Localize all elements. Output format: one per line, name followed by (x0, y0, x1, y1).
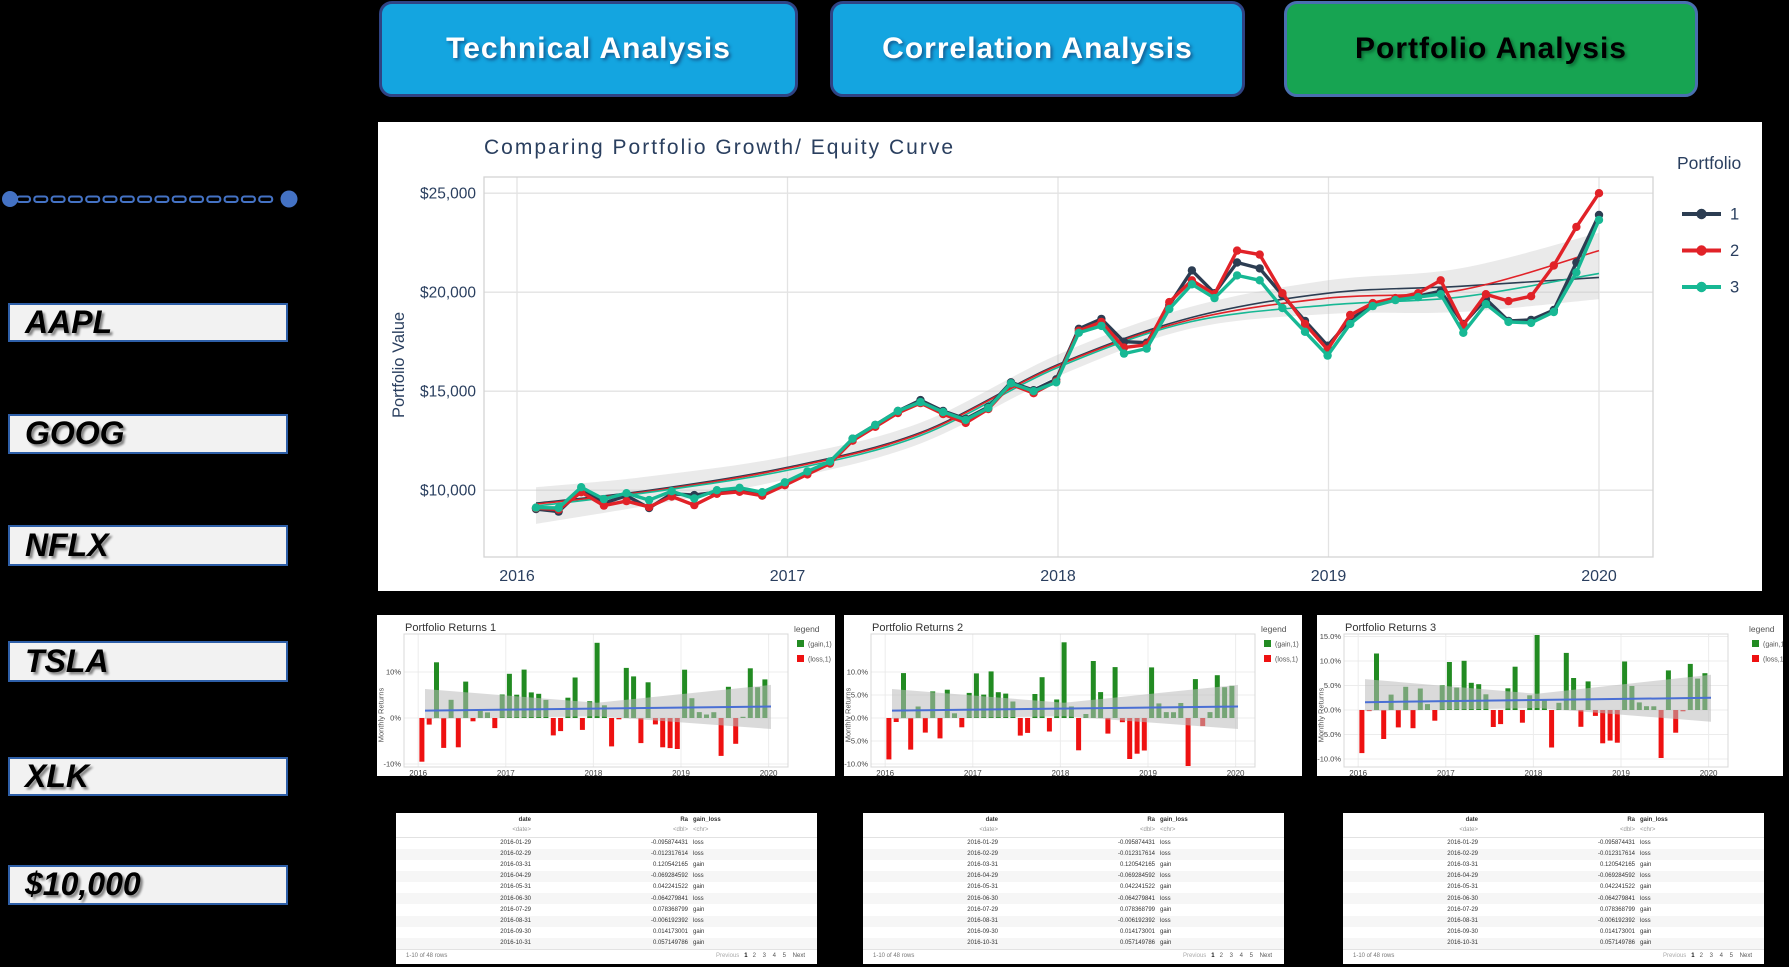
svg-text:(gain,1): (gain,1) (808, 642, 832, 649)
svg-text:$25,000: $25,000 (420, 186, 476, 203)
svg-text:(gain,1): (gain,1) (1275, 642, 1299, 649)
svg-text:2016: 2016 (499, 568, 535, 585)
svg-text:Portfolio Returns 1: Portfolio Returns 1 (405, 622, 496, 634)
svg-text:2020: 2020 (1700, 769, 1718, 776)
svg-text:$20,000: $20,000 (420, 285, 476, 302)
svg-text:(loss,1): (loss,1) (1763, 657, 1783, 664)
svg-text:10%: 10% (386, 668, 401, 677)
svg-text:10.0%: 10.0% (1320, 657, 1342, 666)
svg-text:0.0%: 0.0% (1324, 706, 1341, 715)
svg-text:15.0%: 15.0% (1320, 632, 1342, 641)
svg-text:-10.0%: -10.0% (1317, 755, 1341, 764)
svg-text:Monthly Returns: Monthly Returns (377, 687, 386, 742)
svg-text:0%: 0% (390, 714, 401, 723)
svg-text:2018: 2018 (1052, 769, 1070, 776)
svg-text:3: 3 (1730, 279, 1739, 297)
svg-text:2019: 2019 (672, 769, 690, 776)
svg-text:$10,000: $10,000 (420, 483, 476, 500)
svg-text:legend: legend (1261, 624, 1287, 634)
svg-text:2019: 2019 (1311, 568, 1347, 585)
svg-text:2020: 2020 (760, 769, 778, 776)
svg-text:-5.0%: -5.0% (1321, 730, 1341, 739)
svg-text:(loss,1): (loss,1) (808, 657, 831, 664)
svg-text:2017: 2017 (497, 769, 515, 776)
svg-text:5.0%: 5.0% (851, 691, 868, 700)
svg-text:-10%: -10% (383, 760, 401, 769)
svg-text:2018: 2018 (585, 769, 603, 776)
svg-text:2016: 2016 (876, 769, 894, 776)
svg-text:2017: 2017 (770, 568, 806, 585)
svg-text:2019: 2019 (1139, 769, 1157, 776)
svg-text:Portfolio: Portfolio (1677, 153, 1741, 173)
svg-text:2019: 2019 (1612, 769, 1630, 776)
svg-text:Monthly Returns: Monthly Returns (1317, 687, 1326, 742)
svg-text:2020: 2020 (1581, 568, 1617, 585)
svg-text:Comparing Portfolio Growth/ Eq: Comparing Portfolio Growth/ Equity Curve (484, 136, 955, 159)
svg-text:2016: 2016 (1349, 769, 1367, 776)
svg-text:2018: 2018 (1525, 769, 1543, 776)
svg-text:(loss,1): (loss,1) (1275, 657, 1298, 664)
svg-text:Portfolio Returns 2: Portfolio Returns 2 (872, 622, 963, 634)
svg-text:10.0%: 10.0% (847, 668, 869, 677)
svg-text:0.0%: 0.0% (851, 714, 868, 723)
svg-text:2020: 2020 (1227, 769, 1245, 776)
svg-text:Portfolio Returns 3: Portfolio Returns 3 (1345, 622, 1436, 634)
svg-text:-5.0%: -5.0% (848, 737, 868, 746)
svg-text:legend: legend (794, 624, 820, 634)
svg-text:(gain,1): (gain,1) (1763, 642, 1783, 649)
svg-text:$15,000: $15,000 (420, 384, 476, 401)
svg-text:2016: 2016 (409, 769, 427, 776)
svg-text:2018: 2018 (1040, 568, 1076, 585)
svg-text:legend: legend (1749, 624, 1775, 634)
svg-text:-10.0%: -10.0% (844, 760, 868, 769)
svg-text:5.0%: 5.0% (1324, 681, 1341, 690)
svg-text:Portfolio Value: Portfolio Value (390, 312, 408, 418)
svg-text:1: 1 (1730, 206, 1739, 224)
svg-text:2: 2 (1730, 242, 1739, 260)
svg-text:Monthly Returns: Monthly Returns (844, 687, 853, 742)
svg-text:2017: 2017 (1437, 769, 1455, 776)
svg-text:2017: 2017 (964, 769, 982, 776)
